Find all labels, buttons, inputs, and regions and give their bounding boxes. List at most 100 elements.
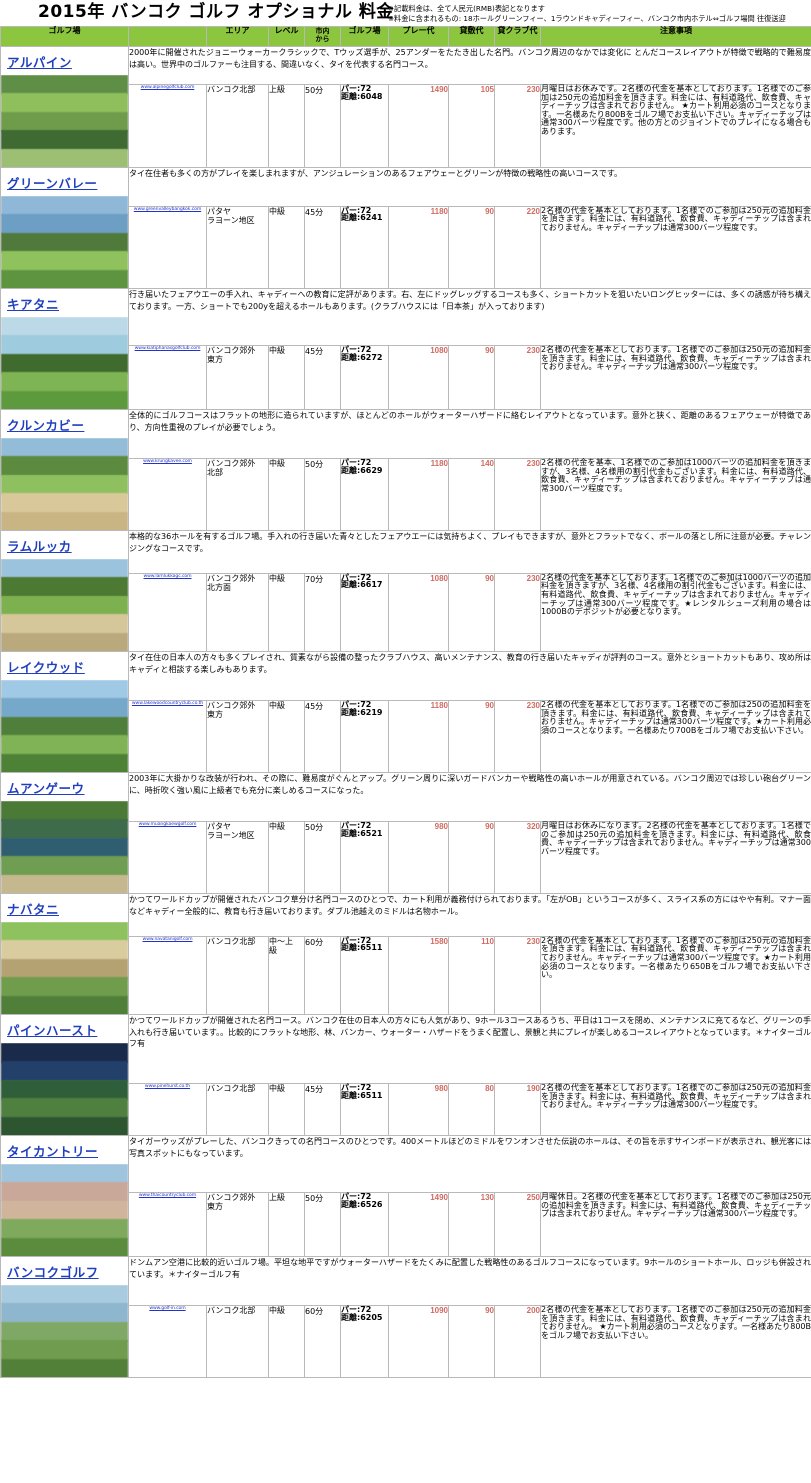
course-par: パー:72 [341,572,372,582]
course-photo [1,922,128,1014]
course-distance: 距離:6617 [341,580,383,590]
course-url-cell: www.alpinegolfclub.com [128,83,207,169]
course-website-link[interactable]: www.krungkavee.com [143,458,192,464]
course-level: 上級 [268,1192,305,1257]
course-name-link[interactable]: クルンカビー [7,418,85,433]
page-header: 2015年 バンコク ゴルフ オプショナル 料金 ※記載料金は、全て人民元(RM… [0,0,811,26]
course-name-link[interactable]: パインハースト [7,1023,98,1038]
course-distance: 距離:6219 [341,707,383,717]
course-notes: 2名様の代金を基本としております。1名様でのご参加は250元の追加料金を頂きます… [540,345,811,410]
course-name-link[interactable]: バンコクゴルフ [7,1265,99,1280]
course-club-rental-fee: 200 [494,1304,541,1379]
col-header-course-spec: ゴルフ場 [340,26,389,47]
course-notes: 2名様の代金を基本としております。1名様でのご参加は250元の追加料金を頂きます… [540,1304,811,1379]
course-par: パー:72 [341,820,372,830]
table-row-description: パインハースト かつてワールドカップが開催された名門コース。バンコク在住の日本人の… [0,1014,811,1136]
course-area-line: バンコク北部 [207,936,256,946]
course-website-link[interactable]: www.golf-in.com [149,1305,186,1311]
course-distance: 距離:6048 [341,91,383,101]
col-header-blank [128,26,207,47]
course-name-link[interactable]: アルパイン [7,55,72,70]
table-row-description: バンコクゴルフ ドンムアン空港に比較的近いゴルフ場。平坦な地平ですがウォーターハザ… [0,1256,811,1378]
course-name-link[interactable]: ムアンゲーウ [7,781,85,796]
col-header-level: レベル [268,26,305,47]
col-header-notes: 注意事項 [540,26,811,47]
course-area-line: バンコク郊外 [207,346,256,356]
course-par: パー:72 [341,83,372,93]
course-website-link[interactable]: www.muangkaewgolf.com [138,821,197,827]
course-name-link[interactable]: キアタニ [7,297,60,312]
course-spec: パー:72 距離:6205 [340,1304,389,1379]
course-time-from-city: 50分 [304,83,341,169]
course-spec: パー:72 距離:6617 [340,572,389,653]
course-photo [1,801,128,893]
course-level: 中級 [268,205,305,289]
table-row-data: www.greenvalleybangkok.com パタヤ ラヨーン地区 中級 45分… [1,205,811,289]
course-website-link[interactable]: www.navatanigolf.com [142,936,193,942]
course-spec: パー:72 距離:6511 [340,1082,389,1137]
course-par: パー:72 [341,699,372,709]
course-cart-fee: 90 [448,205,495,289]
table-row-data: www.thaicountryclub.com バンコク郊外 東方 上級 50分 パー:7… [1,1192,811,1257]
course-spec: パー:72 距離:6629 [340,457,389,532]
course-area: バンコク郊外 東方 [206,699,269,774]
course-area: パタヤ ラヨーン地区 [206,820,269,895]
course-name-link[interactable]: ラムルッカ [7,539,72,554]
course-par: パー:72 [341,345,372,355]
course-website-link[interactable]: www.lamlukkagc.com [143,573,192,579]
course-area: パタヤ ラヨーン地区 [206,205,269,289]
course-name-link[interactable]: グリーンバレー [7,176,98,191]
course-club-rental-fee: 190 [494,1082,541,1137]
course-website-link[interactable]: www.greenvalleybangkok.com [133,206,202,212]
course-name-cell: アルパイン [0,46,129,168]
course-description: 全体的にゴルフコースはフラットの地形に造られていますが、ほとんどのホールがウォー… [128,409,811,459]
course-par: パー:72 [341,935,372,945]
course-spec: パー:72 距離:6048 [340,83,389,169]
course-area-line: バンコク北部 [207,1083,256,1093]
table-row-description: グリーンバレー タイ在住者も多くの方がプレイを楽しまれますが、アンジュレーションの… [0,167,811,289]
course-level: 中級 [268,699,305,774]
course-par: パー:72 [341,457,372,467]
course-description: 本格的な36ホールを有するゴルフ場。手入れの行き届いた青々としたフェアウエーには… [128,530,811,574]
course-name-link[interactable]: ナバタニ [7,902,60,917]
course-level-line: 上級 [269,84,285,94]
course-notes: 2名様の代金を基本としております。1名様でのご参加は250元の追加料金を頂きます… [540,935,811,1016]
course-time-from-city: 50分 [304,457,341,532]
course-url-cell: www.pinehurst.co.th [128,1082,207,1137]
course-url-cell: www.greenvalleybangkok.com [128,205,207,289]
course-level: 中級 [268,820,305,895]
course-website-link[interactable]: www.kiatiphanasgolfclub.com [134,346,201,352]
course-club-rental-fee: 230 [494,457,541,532]
course-area-line: バンコク北部 [207,1305,256,1315]
course-play-fee: 1180 [388,699,449,774]
course-par: パー:72 [341,205,372,215]
course-notes: 2名様の代金を基本としております。1名様でのご参加は250元の追加料金を頂きます… [540,205,811,289]
course-website-link[interactable]: www.pinehurst.co.th [144,1083,191,1089]
col-header-cart-fee: 貸敷代 [448,26,495,47]
course-website-link[interactable]: www.thaicountryclub.com [138,1193,197,1199]
course-club-rental-fee: 230 [494,83,541,169]
course-photo [1,1164,128,1256]
course-area-line: パタヤ [207,821,231,831]
table-row-data: www.lakewoodcountryclub.co.th バンコク郊外 東方 中級 4… [1,699,811,774]
course-play-fee: 980 [388,1082,449,1137]
course-name-link[interactable]: レイクウッド [7,660,85,675]
header-note-1: ※記載料金は、全て人民元(RMB)表記となります [388,4,545,13]
table-row-data: www.lamlukkagc.com バンコク郊外 北方面 中級 70分 パー:72 距離:… [1,572,811,653]
course-photo [1,75,128,167]
table-row-data: www.pinehurst.co.th バンコク北部 中級 45分 パー:72 距離:65… [1,1082,811,1137]
course-name-cell: タイカントリー [0,1135,129,1257]
table-row-description: ナバタニ かつてワールドカップが開催されたバンコク草分け名門コースのひとつで、カー… [0,893,811,1015]
course-cart-fee: 90 [448,699,495,774]
course-spec: パー:72 距離:6241 [340,205,389,289]
course-area-line: 東方 [207,1202,223,1212]
course-description: タイ在住者も多くの方がプレイを楽しまれますが、アンジュレーションのあるフェアウェ… [128,167,811,207]
course-club-rental-fee: 320 [494,820,541,895]
course-cart-fee: 105 [448,83,495,169]
course-name-cell: レイクウッド [0,651,129,773]
table-row-description: ムアンゲーウ 2003年に大掛かりな改装が行われ、その際に、難易度がぐんとアップ。… [0,772,811,894]
col-header-course-name: ゴルフ場 [0,26,129,47]
course-website-link[interactable]: www.lakewoodcountryclub.co.th [131,700,204,706]
course-website-link[interactable]: www.alpinegolfclub.com [140,84,195,90]
course-name-link[interactable]: タイカントリー [7,1144,99,1159]
